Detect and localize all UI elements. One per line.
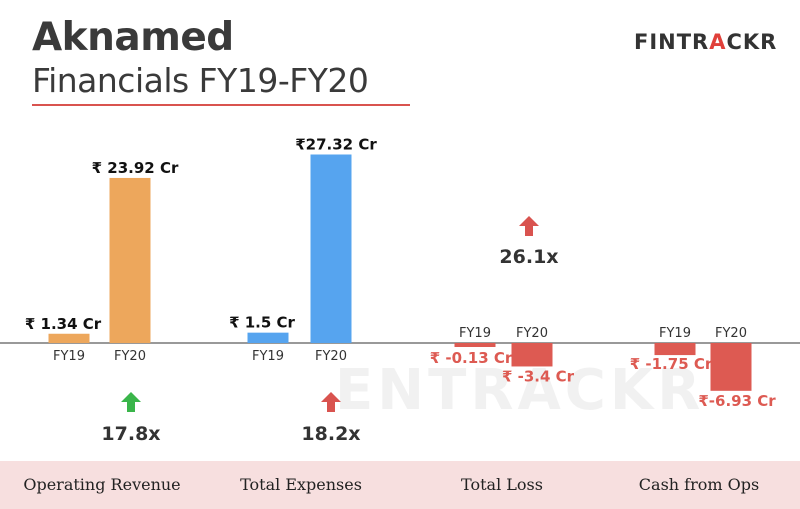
x-tick-label: FY19 [659, 326, 691, 341]
category-footer: Operating Revenue Total Expenses Total Los… [0, 461, 800, 509]
x-tick-label: FY19 [53, 349, 85, 364]
brand-suffix: CKR [726, 30, 778, 54]
data-label: ₹ 1.34 Cr [25, 315, 102, 333]
title-block: Aknamed Financials FY19-FY20 [32, 14, 369, 100]
up-red-icon [321, 392, 341, 412]
bar-cash-from-ops-fy19 [654, 343, 696, 356]
growth-label: 17.8x [101, 423, 160, 445]
data-label: ₹ -1.75 Cr [630, 355, 713, 373]
x-tick-label: FY19 [252, 349, 284, 364]
x-tick-label: FY19 [459, 326, 491, 341]
growth-label: 26.1x [499, 246, 558, 268]
bar-total-expenses-fy20 [310, 154, 352, 343]
title-underline [32, 104, 410, 106]
page-subtitle: Financials FY19-FY20 [32, 61, 369, 100]
bar-total-loss-fy19 [454, 343, 496, 347]
bar-cash-from-ops-fy20 [710, 343, 752, 391]
bar-operating-revenue-fy20 [109, 177, 151, 343]
category-label: Total Loss [461, 475, 543, 494]
brand-prefix: FINTR [634, 30, 710, 54]
bar-total-loss-fy20 [511, 343, 553, 367]
x-tick-label: FY20 [715, 326, 747, 341]
watermark: ENTRACKR [335, 358, 705, 423]
x-tick-label: FY20 [114, 349, 146, 364]
data-label: ₹-6.93 Cr [698, 392, 776, 410]
brand-accent: A [709, 30, 727, 54]
x-tick-label: FY20 [315, 349, 347, 364]
data-label: ₹27.32 Cr [295, 135, 377, 153]
category-label: Cash from Ops [638, 475, 760, 494]
page-title: Aknamed [32, 15, 234, 60]
bar-operating-revenue-fy19 [48, 333, 90, 343]
category-label: Operating Revenue [23, 475, 181, 494]
data-label: ₹ -3.4 Cr [502, 367, 575, 385]
brand-logo: FINTRACKR [634, 30, 777, 54]
bar-total-expenses-fy19 [247, 332, 289, 343]
x-tick-label: FY20 [516, 326, 548, 341]
category-label: Total Expenses [240, 475, 362, 494]
data-label: ₹ 23.92 Cr [92, 159, 179, 177]
data-label: ₹ 1.5 Cr [229, 314, 295, 332]
up-red-icon [519, 216, 539, 236]
data-label: ₹ -0.13 Cr [430, 349, 513, 367]
up-green-icon [121, 392, 141, 412]
growth-label: 18.2x [301, 423, 360, 445]
